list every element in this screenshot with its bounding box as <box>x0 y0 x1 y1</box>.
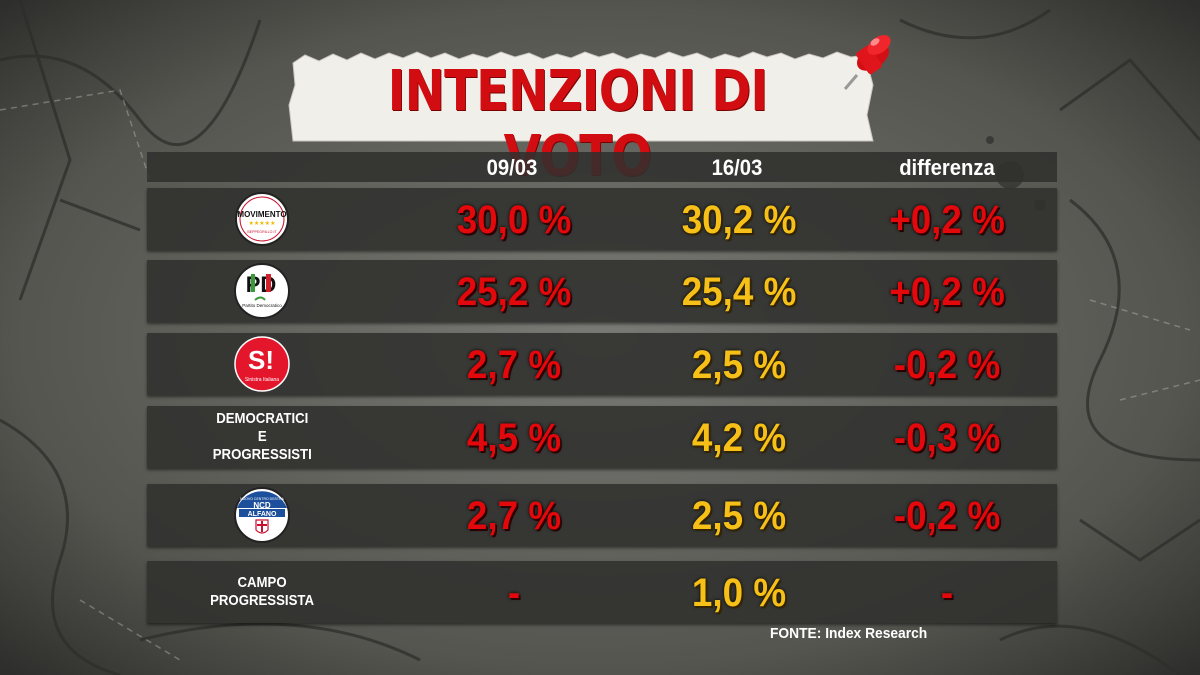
value-09-03: 2,7 % <box>466 494 562 538</box>
value-16-03: 30,2 % <box>681 198 797 242</box>
table-row: MOVIMENTO ★★★★★ BEPPEGRILLO.IT 30,0 % 30… <box>147 188 1057 250</box>
svg-text:BEPPEGRILLO.IT: BEPPEGRILLO.IT <box>247 230 277 234</box>
value-09-03: 2,7 % <box>466 343 562 387</box>
svg-text:NCD: NCD <box>253 501 271 510</box>
party-label: DEMOCRATICI E PROGRESSISTI <box>212 410 312 463</box>
svg-text:Partito Democratico: Partito Democratico <box>242 303 282 308</box>
table-row: NUOVO CENTRO DESTRA NCD ALFANO 2,7 % 2,5… <box>147 484 1057 546</box>
svg-text:ALFANO: ALFANO <box>248 511 277 518</box>
table-row: CAMPO PROGRESSISTA - 1,0 % - <box>147 561 1057 623</box>
value-09-03: 25,2 % <box>456 270 572 314</box>
ncd-logo: NUOVO CENTRO DESTRA NCD ALFANO <box>234 487 290 543</box>
column-header-row: 09/03 16/03 differenza <box>147 152 1057 182</box>
value-09-03: 30,0 % <box>456 198 572 242</box>
column-header-difference: differenza <box>899 155 995 180</box>
value-difference: -0,2 % <box>893 343 1001 387</box>
svg-text:Sinistra Italiana: Sinistra Italiana <box>245 377 279 383</box>
value-16-03: 25,4 % <box>681 270 797 314</box>
value-16-03: 4,2 % <box>691 416 787 460</box>
pd-logo: PD Partito Democratico <box>234 263 290 319</box>
value-16-03: 1,0 % <box>691 571 787 615</box>
value-difference: - <box>940 571 954 615</box>
value-09-03: - <box>507 571 521 615</box>
party-label: CAMPO PROGRESSISTA <box>210 574 314 609</box>
column-header-date-2: 16/03 <box>711 155 763 180</box>
si-logo: S! Sinistra Italiana <box>234 336 290 392</box>
column-header-date-1: 09/03 <box>486 155 538 180</box>
table-row: DEMOCRATICI E PROGRESSISTI 4,5 % 4,2 % -… <box>147 406 1057 468</box>
svg-text:NUOVO CENTRO DESTRA: NUOVO CENTRO DESTRA <box>240 497 284 501</box>
svg-text:MOVIMENTO: MOVIMENTO <box>237 210 286 219</box>
value-difference: +0,2 % <box>889 270 1005 314</box>
m5s-logo: MOVIMENTO ★★★★★ BEPPEGRILLO.IT <box>235 192 289 246</box>
table-row: PD Partito Democratico 25,2 % 25,4 % +0,… <box>147 260 1057 322</box>
value-difference: +0,2 % <box>889 198 1005 242</box>
svg-text:PD: PD <box>246 272 277 297</box>
value-16-03: 2,5 % <box>691 494 787 538</box>
source-note: FONTE: Index Research <box>770 625 928 642</box>
svg-text:★★★★★: ★★★★★ <box>249 220 276 227</box>
pushpin-icon <box>843 35 891 90</box>
value-difference: -0,3 % <box>893 416 1001 460</box>
svg-text:S!: S! <box>248 345 274 375</box>
table-row: S! Sinistra Italiana 2,7 % 2,5 % -0,2 % <box>147 333 1057 395</box>
value-difference: -0,2 % <box>893 494 1001 538</box>
value-09-03: 4,5 % <box>466 416 562 460</box>
title-banner: INTENZIONI DI VOTO <box>285 35 891 189</box>
value-16-03: 2,5 % <box>691 343 787 387</box>
